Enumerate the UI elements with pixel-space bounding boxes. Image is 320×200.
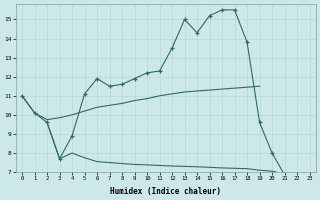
- X-axis label: Humidex (Indice chaleur): Humidex (Indice chaleur): [110, 187, 221, 196]
